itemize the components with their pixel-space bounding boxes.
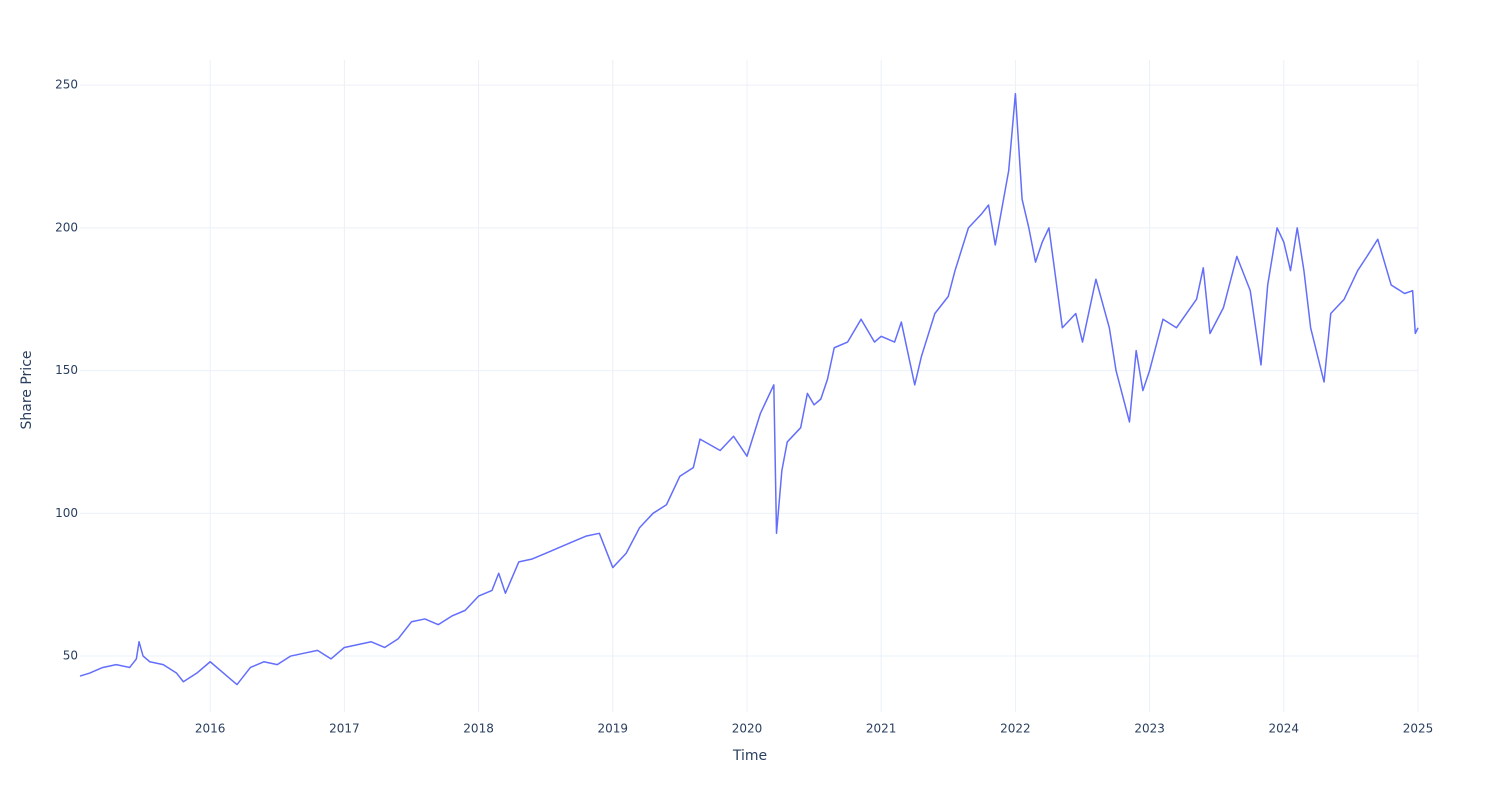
y-tick-label: 250 xyxy=(55,78,78,92)
y-tick-label: 150 xyxy=(55,363,78,377)
x-tick-label: 2020 xyxy=(732,722,763,736)
x-tick-label: 2018 xyxy=(463,722,494,736)
y-tick-label: 100 xyxy=(55,506,78,520)
y-tick-label: 50 xyxy=(63,649,78,663)
x-tick-label: 2017 xyxy=(329,722,360,736)
y-tick-label: 200 xyxy=(55,220,78,234)
x-axis-title: Time xyxy=(732,748,767,764)
x-tick-label: 2021 xyxy=(866,722,897,736)
x-tick-label: 2024 xyxy=(1269,722,1300,736)
y-axis-title: Share Price xyxy=(19,350,35,429)
x-tick-label: 2023 xyxy=(1134,722,1165,736)
x-tick-label: 2022 xyxy=(1000,722,1031,736)
price-line xyxy=(79,92,1419,686)
x-tick-label: 2016 xyxy=(195,722,226,736)
x-tick-label: 2019 xyxy=(598,722,629,736)
x-tick-label: 2025 xyxy=(1403,722,1434,736)
